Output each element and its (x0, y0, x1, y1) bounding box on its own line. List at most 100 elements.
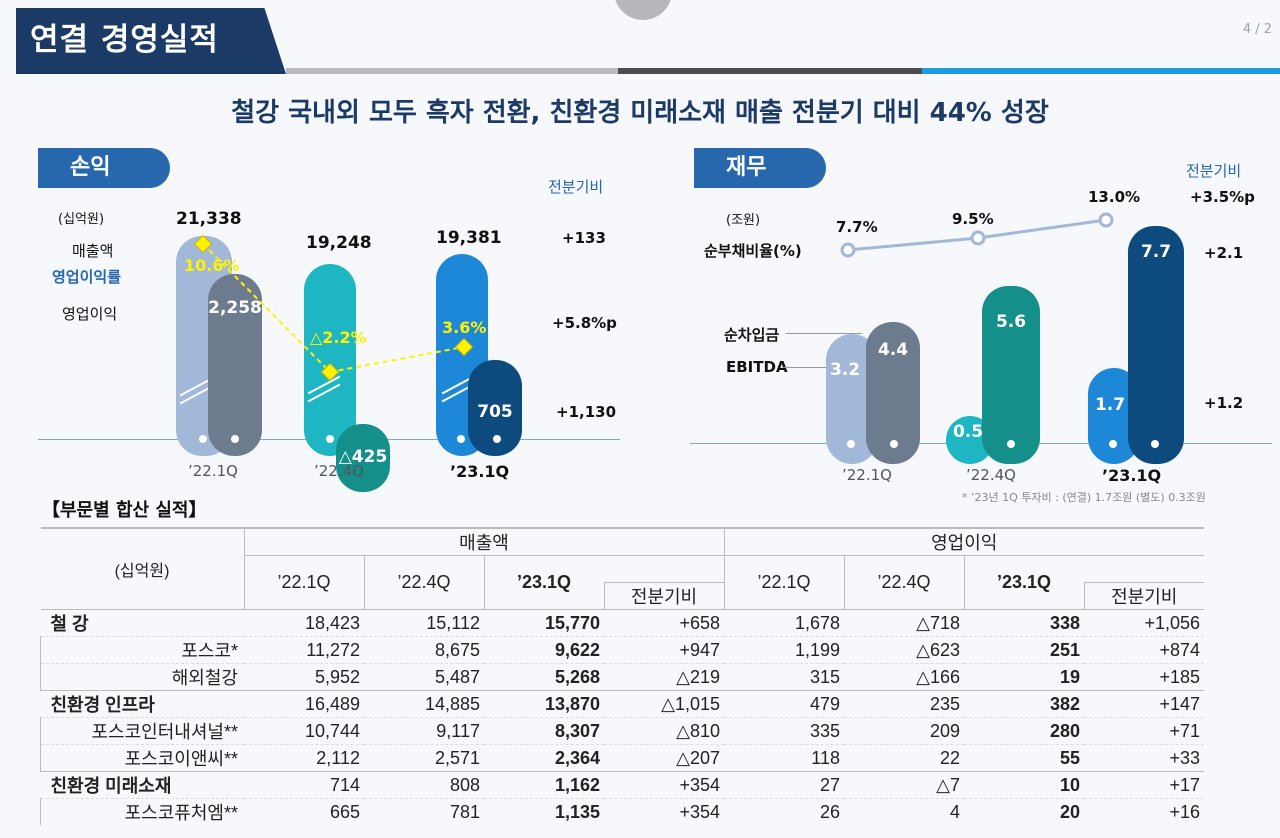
fin-ebitda-value-2: 5.6 (995, 312, 1027, 332)
fin-period-3: ’23.1Q (1102, 466, 1162, 485)
headline: 철강 국내외 모두 흑자 전환, 친환경 미래소재 매출 전분기 대비 44% … (231, 98, 1049, 128)
table-row: 포스코퓨처엠** 665 781 1,135 +354 26 4 20 +16 (40, 798, 1204, 825)
pl-label-op: 영업이익 (62, 305, 118, 323)
table-cell: 9,117 (436, 720, 480, 741)
leader-line (786, 333, 862, 334)
table-cell: △718 (916, 612, 960, 633)
table-row: 포스코이앤씨** 2,112 2,571 2,364 △207 118 22 55 +33 (40, 744, 1204, 772)
bar-dot (457, 435, 465, 443)
pl-op-bar-2 (336, 424, 390, 492)
leader-line (782, 367, 832, 368)
table-cell: 335 (809, 720, 840, 741)
pl-sales-bar-2 (304, 264, 356, 456)
table-header-row: (십억원) 매출액 영업이익 (40, 527, 1204, 610)
table-cell: 18,423 (304, 612, 360, 633)
pl-unit: (십억원) (58, 212, 105, 227)
row-label: 포스코이앤씨** (40, 744, 244, 772)
bar-dot (1109, 440, 1117, 448)
fin-label-ebitda: EBITDA (726, 358, 788, 376)
table-cell: +33 (1169, 747, 1200, 768)
table-cell: 15,112 (426, 612, 480, 633)
bar-dot (231, 435, 239, 443)
table-cell: △166 (916, 666, 960, 687)
table-cell: 2,112 (316, 747, 360, 768)
fin-footnote: * ’23년 1Q 투자비 : (연결) 1.7조원 (별도) 0.3조원 (962, 491, 1206, 504)
bar-dot (1151, 440, 1159, 448)
row-label: 친환경 미래소재 (50, 776, 172, 796)
table-cell: 10,744 (304, 720, 360, 741)
col-header: ’22.4Q (843, 555, 964, 610)
table-row: 친환경 인프라 16,489 14,885 13,870 △1,015 479 235 382… (40, 690, 1204, 718)
group-sales-header: 매출액 (243, 527, 724, 556)
table-cell: 1,199 (794, 639, 840, 660)
table-cell: +185 (1159, 666, 1200, 687)
table-cell: △207 (676, 747, 720, 768)
segment-table: (십억원) 매출액 영업이익 ’22.1Q ’22.4Q ’23.1Q ’22.… (40, 527, 1204, 825)
table-cell: +71 (1169, 720, 1200, 741)
table-cell: △623 (916, 639, 960, 660)
pl-sales-value-1: 21,338 (176, 209, 242, 229)
table-cell: 8,675 (434, 639, 480, 660)
table-cell: 808 (449, 774, 480, 795)
fin-ratio-line (840, 212, 1114, 258)
table-cell: 26 (819, 801, 840, 822)
table-cell: 5,952 (314, 666, 360, 687)
table-cell: 15,770 (544, 612, 600, 633)
table-cell: 235 (929, 693, 960, 714)
table-row: 친환경 미래소재 714 808 1,162 +354 27 △7 10 +17 (40, 771, 1204, 799)
table-cell: 11,272 (306, 639, 360, 660)
table-cell: △1,015 (661, 693, 720, 714)
pl-margin-value-2: △2.2% (310, 328, 367, 347)
col-header: ’22.1Q (723, 555, 844, 610)
table-cell: 19 (1059, 666, 1080, 687)
table-cell: △219 (676, 666, 720, 687)
segment-table-body: 철 강 18,423 15,112 15,770 +658 1,678 △718 338 +1,… (40, 609, 1204, 825)
fin-unit: (조원) (726, 213, 761, 228)
table-cell: 22 (939, 747, 960, 768)
table-cell: +1,056 (1144, 612, 1200, 633)
col-header: ’23.1Q (963, 555, 1084, 610)
pl-compare-header: 전분기비 (548, 178, 604, 196)
table-cell: 1,162 (554, 774, 600, 795)
table-cell: 209 (929, 720, 960, 741)
table-header-row: 전분기비 전분기비 (41, 582, 1204, 610)
bar-dot (1007, 440, 1015, 448)
table-cell: +947 (679, 639, 720, 660)
table-cell: 714 (329, 774, 360, 795)
pl-sales-value-3: 19,381 (436, 228, 502, 248)
fin-ratio-value-2: 9.5% (952, 210, 994, 228)
fin-compare-ratio: +3.5%p (1190, 188, 1255, 206)
bar-dot (199, 435, 207, 443)
fin-ratio-value-3: 13.0% (1088, 188, 1141, 206)
pl-op-bar-1 (208, 274, 262, 456)
col-header-compare: 전분기비 (1083, 582, 1204, 610)
table-cell: 10 (1059, 774, 1080, 795)
fin-tab: 재무 (694, 148, 826, 188)
pl-margin-value-3: 3.6% (442, 318, 487, 337)
table-cell: 118 (811, 747, 840, 768)
header-rule-dark (618, 68, 922, 74)
table-cell: 2,571 (434, 747, 480, 768)
fin-debt-value-3: 1.7 (1094, 395, 1126, 415)
col-header: ’22.4Q (363, 555, 484, 610)
fin-period-1: ’22.1Q (842, 466, 892, 484)
table-cell: 479 (809, 693, 840, 714)
col-header: ’23.1Q (483, 555, 604, 610)
fin-ebitda-value-1: 4.4 (877, 340, 909, 360)
table-cell: 280 (1049, 720, 1080, 741)
fin-ebitda-bar-3 (1128, 226, 1184, 464)
table-cell: 5,487 (434, 666, 480, 687)
pl-period-1: ’22.1Q (188, 462, 238, 480)
fin-debt-value-1: 3.2 (829, 360, 861, 380)
table-row: 해외철강 5,952 5,487 5,268 △219 315 △166 19 +185 (40, 663, 1204, 691)
pl-period-2: ’22.4Q (314, 462, 364, 480)
row-label: 철 강 (50, 614, 89, 634)
table-cell: 13,870 (544, 693, 600, 714)
table-row: 포스코* 11,272 8,675 9,622 +947 1,199 △623 251 +874 (40, 636, 1204, 664)
group-op-header: 영업이익 (723, 527, 1204, 556)
table-cell: 315 (809, 666, 840, 687)
table-cell: △810 (676, 720, 720, 741)
pl-period-3: ’23.1Q (450, 462, 510, 481)
table-cell: 4 (949, 801, 960, 822)
pl-tab: 손익 (38, 148, 170, 188)
